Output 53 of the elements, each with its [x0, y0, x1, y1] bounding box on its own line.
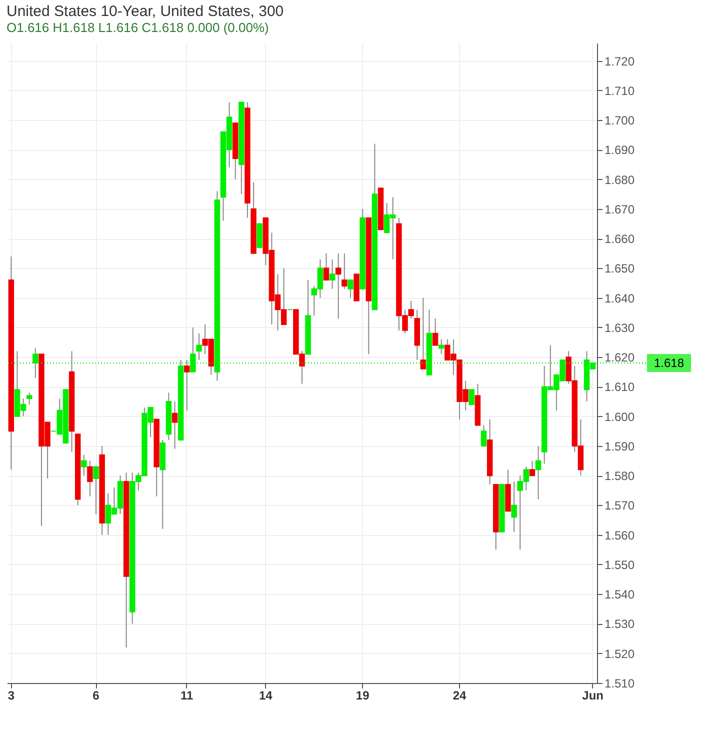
candlestick: [335, 252, 342, 320]
candlestick: [323, 252, 330, 281]
candlestick: [348, 280, 354, 298]
y-tick-label: 1.590: [604, 439, 635, 454]
chart-title: United States 10-Year, United States, 300: [6, 3, 284, 20]
candlestick: [535, 445, 542, 500]
y-tick-label: 1.540: [604, 588, 635, 602]
candlestick: [480, 424, 487, 446]
candlestick: [468, 389, 475, 405]
y-tick-label: 1.640: [604, 291, 635, 306]
y-tick-label: 1.560: [604, 528, 635, 542]
candlestick: [529, 460, 536, 476]
y-tick-label: 1.630: [604, 320, 635, 335]
y-tick-label: 1.570: [604, 498, 635, 513]
y-tick-label: 1.720: [604, 54, 635, 68]
y-tick-label: 1.700: [604, 114, 635, 128]
y-tick-label: 1.710: [604, 84, 635, 98]
x-tick-label: 14: [258, 688, 273, 702]
candlestick: [172, 401, 178, 450]
candlestick: [420, 297, 426, 370]
candlestick: [438, 338, 444, 355]
candlestick: [196, 332, 202, 361]
y-tick-label: 1.600: [604, 410, 635, 424]
y-tick-label: 1.690: [604, 143, 635, 158]
candlestick: [87, 460, 93, 497]
y-tick-label: 1.580: [604, 469, 635, 484]
chart-subtitle: O1.616 H1.618 L1.616 C1.618 0.000 (0.00%): [6, 20, 269, 35]
candlestick: [329, 258, 336, 290]
candlestick: [511, 481, 517, 532]
candlestick: [81, 454, 87, 476]
candlestick: [256, 223, 262, 248]
y-tick-label: 1.520: [604, 646, 635, 661]
y-tick-label: 1.680: [604, 172, 635, 187]
x-tick-label: 6: [92, 688, 100, 702]
x-tick-label: Jun: [582, 688, 604, 702]
ref-line-label: 1.618: [654, 356, 684, 370]
y-tick-label: 1.530: [604, 617, 635, 632]
y-tick-label: 1.510: [604, 676, 635, 690]
candlestick: [93, 466, 99, 515]
candlestick: [432, 318, 438, 346]
y-tick-label: 1.620: [604, 350, 635, 365]
y-tick-label: 1.660: [604, 232, 635, 246]
y-tick-label: 1.550: [604, 558, 635, 572]
x-tick-label: 11: [180, 688, 194, 702]
x-tick-label: 3: [8, 688, 15, 702]
y-tick-label: 1.610: [604, 380, 635, 394]
candlestick: [184, 360, 190, 411]
candlestick: [342, 252, 348, 290]
candlestick: [26, 392, 32, 405]
y-tick-label: 1.670: [604, 202, 635, 216]
x-tick-label: 24: [452, 688, 467, 702]
y-tick-label: 1.650: [604, 262, 635, 276]
x-tick-label: 19: [356, 688, 370, 702]
